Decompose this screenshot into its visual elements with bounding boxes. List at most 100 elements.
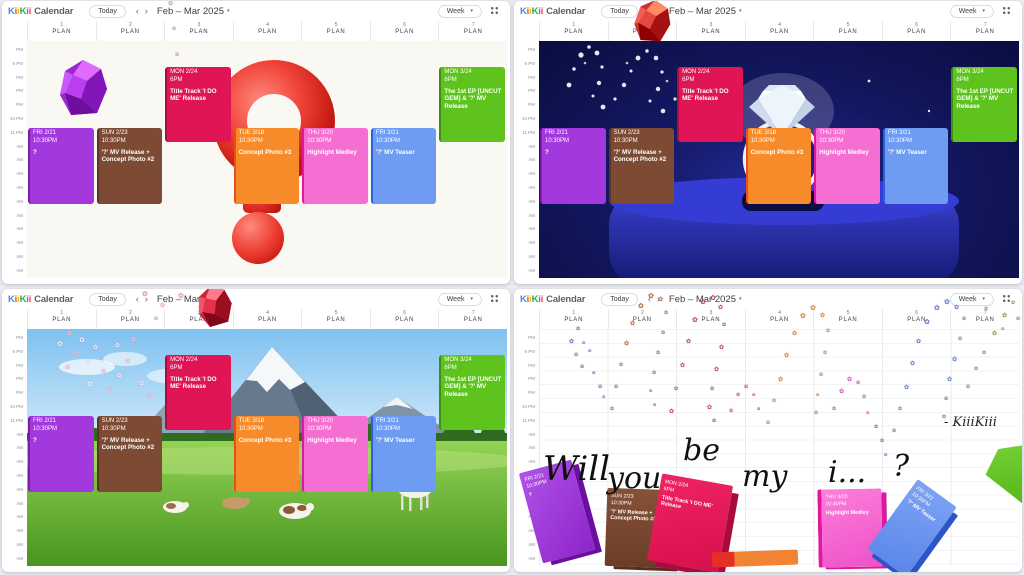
flower-icon: ✿ bbox=[826, 328, 831, 334]
date-range-label: Feb – Mar 2025 bbox=[156, 5, 224, 17]
column-plan-label: PLAN bbox=[770, 29, 789, 35]
logo-calendar-label: Calendar bbox=[546, 5, 586, 17]
event-fri-221[interactable]: FRI 2/21 10:30PM? bbox=[540, 128, 606, 204]
album-box-thu-320[interactable]: THU 3/20 10:30PM Highlight Medley bbox=[817, 488, 883, 568]
event-tue-318[interactable]: TUE 3/18 10:30PM Concept Photo #3 bbox=[233, 128, 300, 204]
event-sun-223[interactable]: SUN 2/23 10:30PM '?' MV Release + Concept … bbox=[608, 128, 675, 204]
today-button[interactable]: Today bbox=[601, 292, 638, 306]
event-fri-221[interactable]: FRI 2/21 10:30PM? bbox=[28, 416, 94, 492]
today-button[interactable]: Today bbox=[89, 292, 126, 306]
logo-letter: i bbox=[538, 293, 541, 305]
column-plan-label: PLAN bbox=[189, 29, 209, 35]
apps-grid-icon[interactable] bbox=[1002, 6, 1012, 16]
flower-icon: ✿ bbox=[984, 306, 989, 312]
apps-grid-icon[interactable] bbox=[490, 6, 500, 16]
view-switcher-button[interactable]: Week ▾ bbox=[949, 4, 994, 18]
date-caret-icon[interactable]: ▾ bbox=[738, 296, 742, 302]
flower-icon: ✿ bbox=[610, 406, 615, 412]
column-header: 5 PLAN bbox=[301, 309, 370, 329]
time-label: AM bbox=[16, 240, 23, 246]
column-header: 7 PLAN bbox=[950, 21, 1019, 41]
today-button[interactable]: Today bbox=[89, 4, 126, 18]
flower-icon: ✿ bbox=[866, 410, 870, 415]
proposal-word: my bbox=[742, 459, 788, 494]
event-fri-321[interactable]: FRI 3/21 10:30PM '?' MV Teaser bbox=[370, 128, 437, 204]
time-label: PM bbox=[16, 102, 23, 108]
next-week-icon[interactable]: › bbox=[656, 294, 660, 304]
column-header: 6 PLAN bbox=[881, 21, 951, 41]
flower-icon: ✿ bbox=[862, 394, 867, 400]
date-caret-icon[interactable]: ▾ bbox=[738, 8, 742, 14]
event-sun-223[interactable]: SUN 2/23 10:30PM '?' MV Release + Concept … bbox=[96, 416, 163, 492]
event-thu-320[interactable]: THU 3/20 10:30PM Highlight Medley bbox=[814, 128, 880, 204]
view-switcher-button[interactable]: Week ▾ bbox=[437, 292, 482, 306]
event-fri-321[interactable]: FRI 3/21 10:30PM '?' MV Teaser bbox=[370, 416, 437, 492]
event-time: 6PM bbox=[444, 76, 457, 83]
flower-icon: ✿ bbox=[757, 406, 761, 411]
view-caret-icon: ▾ bbox=[470, 295, 473, 302]
event-mon-224[interactable]: MON 2/24 6PM Title Track 'I DO ME' Release bbox=[165, 67, 231, 142]
time-label: 10 PM bbox=[521, 404, 535, 409]
event-mon-324[interactable]: MON 3/24 6PM The 1st EP [UNCUT GEM] & '?' … bbox=[439, 67, 505, 142]
event-title: ? bbox=[33, 436, 37, 444]
event-time: 6PM bbox=[170, 364, 183, 371]
date-caret-icon[interactable]: ▾ bbox=[226, 8, 230, 14]
flower-icon: ✿ bbox=[719, 345, 725, 351]
event-sun-223[interactable]: SUN 2/23 10:30PM '?' MV Release + Concept … bbox=[96, 128, 163, 204]
flower-icon: ✿ bbox=[117, 373, 123, 379]
column-plan-label: PLAN bbox=[258, 317, 277, 323]
event-tue-318[interactable]: TUE 3/18 10:30PM Concept Photo #3 bbox=[233, 416, 300, 492]
view-switcher-button[interactable]: Week ▾ bbox=[949, 292, 994, 306]
column-number: 5 bbox=[334, 310, 338, 316]
event-fri-221[interactable]: FRI 2/21 10:30PM? bbox=[28, 128, 94, 204]
time-label: 6 PM bbox=[524, 348, 535, 354]
prev-week-icon[interactable]: ‹ bbox=[135, 6, 139, 16]
logo-letter: i bbox=[529, 293, 532, 305]
event-thu-320[interactable]: THU 3/20 10:30PM Highlight Medley bbox=[302, 128, 368, 204]
proposal-word: be bbox=[683, 433, 720, 468]
event-time: 6PM bbox=[956, 76, 969, 83]
time-label: AM bbox=[528, 226, 535, 232]
time-label: AM bbox=[528, 157, 535, 163]
time-label: PM bbox=[528, 102, 535, 108]
event-mon-324[interactable]: MON 3/24 6PM The 1st EP [UNCUT GEM] & '?' … bbox=[951, 67, 1017, 142]
event-fri-321[interactable]: FRI 3/21 10:30PM '?' MV Teaser bbox=[882, 128, 949, 204]
flower-icon: ✿ bbox=[819, 372, 824, 378]
flower-icon: ✿ bbox=[649, 388, 653, 393]
event-thu-320[interactable]: THU 3/20 10:30PM Highlight Medley bbox=[302, 416, 368, 492]
flower-icon: ✿ bbox=[904, 385, 910, 391]
apps-grid-icon[interactable] bbox=[490, 294, 500, 304]
event-time: 10:30PM bbox=[238, 137, 263, 144]
flower-icon: ✿ bbox=[101, 369, 107, 375]
next-week-icon[interactable]: › bbox=[144, 294, 148, 304]
logo-letter: i bbox=[26, 5, 29, 17]
prev-week-icon[interactable]: ‹ bbox=[647, 294, 651, 304]
flower-icon: ✿ bbox=[648, 293, 654, 300]
proposal-word: i... bbox=[828, 455, 867, 490]
column-plan-label: PLAN bbox=[189, 317, 209, 323]
view-switcher-button[interactable]: Week ▾ bbox=[437, 4, 482, 18]
logo-letter: i bbox=[28, 5, 32, 17]
time-label: AM bbox=[16, 171, 23, 177]
flower-icon: ✿ bbox=[658, 297, 664, 303]
apps-grid-icon[interactable] bbox=[1002, 294, 1012, 304]
flower-icon: ✿ bbox=[580, 364, 585, 370]
column-plan-label: PLAN bbox=[838, 29, 858, 35]
event-day: THU 3/20 bbox=[819, 130, 845, 136]
event-tue-318[interactable]: TUE 3/18 10:30PM Concept Photo #3 bbox=[745, 128, 812, 204]
next-week-icon[interactable]: › bbox=[144, 6, 148, 16]
flower-icon: ✿ bbox=[582, 340, 586, 345]
event-mon-224[interactable]: MON 2/24 6PM Title Track 'I DO ME' Release bbox=[677, 67, 743, 142]
column-plan-label: PLAN bbox=[564, 29, 584, 35]
album-box-tue-318[interactable] bbox=[711, 549, 799, 568]
prev-week-icon[interactable]: ‹ bbox=[135, 294, 139, 304]
flower-icon: ✿ bbox=[772, 398, 777, 404]
event-mon-224[interactable]: MON 2/24 6PM Title Track 'I DO ME' Release bbox=[165, 355, 231, 430]
logo-letter: i bbox=[526, 5, 530, 17]
week-grid: PM 6 PM PM PM PM 10 PM 11 PM AM AM AM AM AM AM AM AM AM… bbox=[2, 41, 510, 282]
event-mon-324[interactable]: MON 3/24 6PM The 1st EP [UNCUT GEM] & '?' … bbox=[439, 355, 505, 430]
today-button[interactable]: Today bbox=[601, 4, 638, 18]
column-header: 4 PLAN bbox=[744, 21, 814, 41]
